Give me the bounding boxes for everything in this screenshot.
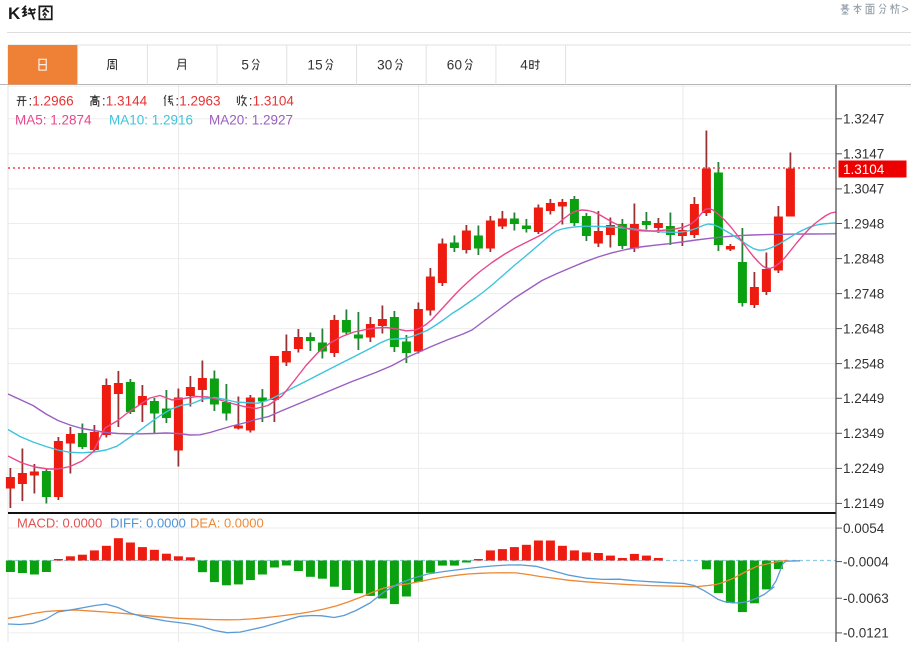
svg-text:1.2748: 1.2748 xyxy=(843,286,884,301)
svg-text::: : xyxy=(175,94,179,109)
svg-text:1.2966: 1.2966 xyxy=(32,94,73,109)
svg-text:1.2948: 1.2948 xyxy=(843,216,884,231)
svg-text:1.3144: 1.3144 xyxy=(106,94,148,109)
svg-text:1.2548: 1.2548 xyxy=(843,356,884,371)
svg-text:1.2249: 1.2249 xyxy=(843,461,884,476)
svg-text::: : xyxy=(102,94,106,109)
svg-text:-0.0004: -0.0004 xyxy=(843,554,889,569)
svg-text:1.2449: 1.2449 xyxy=(843,391,884,406)
svg-text:5: 5 xyxy=(315,58,323,73)
svg-text:3: 3 xyxy=(377,58,385,73)
svg-text:-0.0121: -0.0121 xyxy=(843,626,889,641)
svg-text:1.2648: 1.2648 xyxy=(843,321,884,336)
svg-text:1.2963: 1.2963 xyxy=(179,94,220,109)
svg-text:0: 0 xyxy=(455,58,463,73)
svg-text:MA10: 1.2916: MA10: 1.2916 xyxy=(109,113,193,128)
svg-text:1.3104: 1.3104 xyxy=(253,94,295,109)
svg-text:0: 0 xyxy=(385,58,393,73)
svg-text:1.3104: 1.3104 xyxy=(843,162,885,177)
svg-text:-0.0063: -0.0063 xyxy=(843,591,889,606)
svg-text:MA5: 1.2874: MA5: 1.2874 xyxy=(15,113,92,128)
svg-text:1.3147: 1.3147 xyxy=(843,147,884,162)
svg-text:MACD: 0.0000: MACD: 0.0000 xyxy=(17,516,102,531)
svg-text:4: 4 xyxy=(520,58,528,73)
svg-text:1.2848: 1.2848 xyxy=(843,251,884,266)
svg-text:1.2349: 1.2349 xyxy=(843,426,884,441)
svg-text:1.3047: 1.3047 xyxy=(843,182,884,197)
svg-text:1: 1 xyxy=(307,58,315,73)
svg-text:5: 5 xyxy=(241,58,249,73)
svg-text:K: K xyxy=(8,4,21,23)
svg-text:1.3247: 1.3247 xyxy=(843,112,884,127)
svg-text::: : xyxy=(249,94,253,109)
svg-text:DEA: 0.0000: DEA: 0.0000 xyxy=(190,516,264,531)
svg-text:1.2149: 1.2149 xyxy=(843,496,884,511)
svg-text::: : xyxy=(29,94,33,109)
svg-text:>: > xyxy=(902,3,909,17)
svg-text:DIFF: 0.0000: DIFF: 0.0000 xyxy=(110,516,186,531)
svg-text:MA20: 1.2927: MA20: 1.2927 xyxy=(209,113,293,128)
svg-text:0.0054: 0.0054 xyxy=(843,521,885,536)
svg-text:6: 6 xyxy=(447,58,455,73)
